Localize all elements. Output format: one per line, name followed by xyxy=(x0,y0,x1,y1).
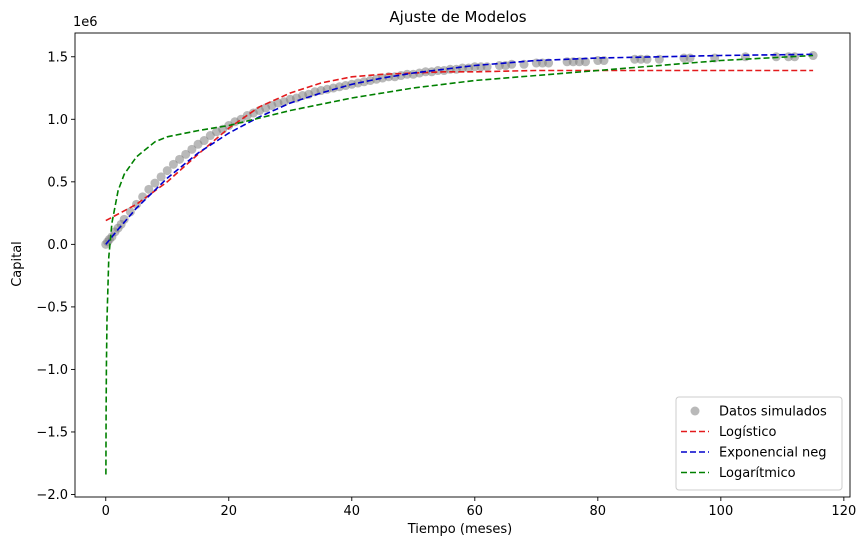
legend-entry: Logístico xyxy=(719,425,776,440)
legend: Datos simulados Logístico Exponencial neg L… xyxy=(675,396,843,491)
y-tick-label: 1.5 xyxy=(47,50,68,65)
scatter-point xyxy=(144,184,154,194)
scatter-point xyxy=(175,154,185,164)
scatter-point xyxy=(168,159,178,169)
plot-area xyxy=(101,51,818,475)
x-tick-label: 60 xyxy=(467,504,484,519)
y-tick-label: 1.0 xyxy=(47,113,68,128)
x-tick-label: 0 xyxy=(102,504,110,519)
y-tick-label: −0.5 xyxy=(36,300,68,315)
series-line-2 xyxy=(105,54,814,475)
x-tick-label: 40 xyxy=(344,504,361,519)
x-axis-title: Tiempo (meses) xyxy=(407,522,513,537)
y-tick-label: −1.0 xyxy=(36,363,68,378)
series-line-0 xyxy=(105,69,814,222)
x-tick-label: 120 xyxy=(831,504,856,519)
y-tick-label: −1.5 xyxy=(36,425,68,440)
legend-entry: Exponencial neg xyxy=(719,446,827,461)
legend-marker xyxy=(690,406,700,416)
x-tick-label: 100 xyxy=(708,504,733,519)
legend-entry: Datos simulados xyxy=(719,405,827,420)
y-tick-label: −2.0 xyxy=(36,488,68,503)
scatter-point xyxy=(181,149,191,159)
scatter-point xyxy=(482,62,492,72)
scatter-point xyxy=(125,207,135,217)
series-line-1 xyxy=(105,53,814,245)
chart-title: Ajuste de Modelos xyxy=(389,8,526,26)
scatter-point xyxy=(458,63,467,73)
scatter-point xyxy=(156,172,166,182)
scatter-point xyxy=(150,178,160,188)
x-tick-label: 20 xyxy=(220,504,237,519)
legend-box xyxy=(675,396,843,491)
axes: 0 20 40 60 80 100 120 −2.0 −1.5 −1.0 −0.5 0.0 0.5 1.0… xyxy=(36,32,856,519)
axes-frame xyxy=(74,32,851,498)
scatter-point xyxy=(507,59,517,69)
scatter-point xyxy=(581,57,591,67)
scatter-point xyxy=(187,144,197,154)
y-axis-title: Capital xyxy=(10,241,25,287)
y-tick-label: 0.0 xyxy=(47,238,68,253)
legend-entry: Logarítmico xyxy=(719,466,796,481)
scatter-point xyxy=(119,214,129,224)
x-tick-label: 80 xyxy=(590,504,607,519)
y-tick-label: 0.5 xyxy=(47,175,68,190)
scatter-point xyxy=(162,166,172,176)
scatter-point xyxy=(685,53,695,63)
scatter-point xyxy=(199,136,209,146)
y-offset-label: 1e6 xyxy=(73,15,98,30)
scatter-point xyxy=(642,54,652,64)
